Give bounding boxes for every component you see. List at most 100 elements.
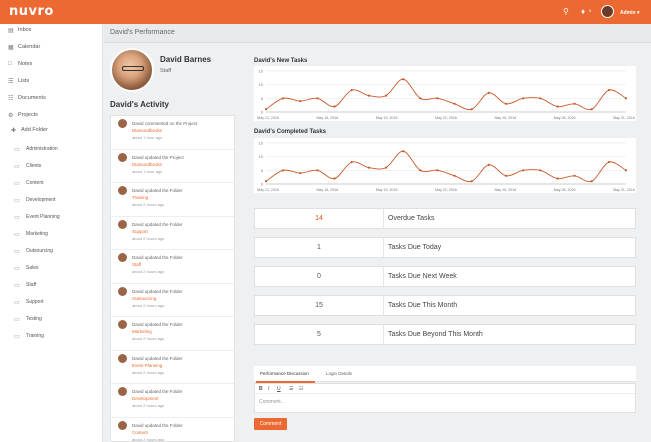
data-point[interactable] [470, 108, 473, 111]
stat-tile[interactable]: 1 Tasks Due Today [254, 237, 636, 258]
data-point[interactable] [299, 99, 302, 103]
sidebar-folder-sales[interactable]: ▭ Sales [14, 265, 39, 272]
list-button[interactable]: ☰ [289, 386, 294, 392]
data-point[interactable] [487, 163, 490, 166]
activity-link[interactable]: Support [132, 228, 148, 234]
data-point[interactable] [607, 161, 610, 164]
activity-link[interactable]: Diamondbooks [132, 128, 163, 133]
data-point[interactable] [350, 161, 353, 164]
sidebar-item-documents[interactable]: ☷ Documents [8, 95, 46, 102]
data-point[interactable] [436, 97, 439, 100]
data-point[interactable] [402, 78, 405, 81]
ordered-list-button[interactable]: ☷ [299, 386, 304, 392]
sidebar-folder-staff[interactable]: ▭ Staff [14, 282, 37, 289]
data-point[interactable] [607, 89, 610, 92]
data-point[interactable] [316, 97, 319, 100]
data-point[interactable] [282, 97, 285, 100]
sidebar-folder-administration[interactable]: ▭ Administration [14, 146, 58, 153]
data-point[interactable] [453, 174, 456, 177]
sidebar-item-lists[interactable]: ☰ Lists [8, 78, 30, 85]
activity-item: David updated the Folder Training about 2 … [111, 183, 234, 217]
sidebar-folder-training[interactable]: ▭ Training [14, 333, 44, 340]
underline-button[interactable]: U [277, 386, 281, 392]
top-bar: nuvro ⚲ ♦ 0 Admin ▾ [0, 0, 651, 24]
data-point[interactable] [522, 169, 525, 172]
data-point[interactable] [350, 89, 353, 92]
activity-link[interactable]: Outsourcing [132, 295, 157, 301]
stat-tile[interactable]: 0 Tasks Due Next Week [254, 266, 636, 287]
search-icon[interactable]: ⚲ [563, 7, 569, 16]
activity-link[interactable]: Marketing [132, 329, 152, 334]
data-point[interactable] [264, 108, 268, 111]
data-point[interactable] [556, 105, 559, 108]
app-logo[interactable]: nuvro [9, 4, 54, 19]
data-point[interactable] [590, 180, 593, 183]
activity-list[interactable]: David commented on the Project Diamondboo… [110, 115, 235, 442]
data-point[interactable] [367, 94, 370, 97]
add-folder-button[interactable]: ✚ Add Folder [11, 127, 48, 134]
data-point[interactable] [316, 169, 319, 172]
data-point[interactable] [367, 166, 370, 169]
data-point[interactable] [264, 180, 268, 183]
data-point[interactable] [333, 177, 336, 180]
bold-button[interactable]: B [259, 386, 263, 392]
data-point[interactable] [384, 166, 388, 169]
data-point[interactable] [470, 180, 473, 183]
sidebar-item-notes[interactable]: □ Notes [8, 61, 33, 67]
data-point[interactable] [419, 169, 422, 172]
data-point[interactable] [487, 91, 490, 94]
sidebar-folder-content[interactable]: ▭ Content [14, 180, 44, 187]
activity-link[interactable]: Development [132, 396, 159, 401]
data-point[interactable] [539, 169, 542, 172]
sidebar-folder-support[interactable]: ▭ Support [14, 299, 44, 306]
data-point[interactable] [282, 169, 285, 172]
activity-title: David's Activity [110, 100, 169, 109]
sidebar-folder-outsourcing[interactable]: ▭ Outsourcing [14, 248, 53, 255]
data-point[interactable] [573, 102, 576, 105]
sidebar-folder-clients[interactable]: ▭ Clients [14, 163, 42, 170]
sidebar-folder-marketing[interactable]: ▭ Marketing [14, 231, 48, 238]
sidebar-item-calendar[interactable]: ▦ Calendar [8, 44, 41, 51]
data-point[interactable] [590, 108, 593, 111]
data-point[interactable] [504, 174, 508, 177]
data-point[interactable] [299, 171, 302, 175]
data-point[interactable] [624, 97, 628, 100]
data-point[interactable] [333, 105, 336, 108]
chart-title-completed-tasks: David's Completed Tasks [254, 129, 327, 135]
folder-icon: ▭ [14, 248, 20, 255]
data-point[interactable] [539, 97, 542, 100]
data-point[interactable] [384, 94, 388, 97]
sidebar-item-inbox[interactable]: ▤ Inbox [8, 27, 32, 34]
stat-tile[interactable]: 5 Tasks Due Beyond This Month [254, 324, 636, 345]
activity-link[interactable]: Training [132, 195, 149, 200]
data-point[interactable] [436, 169, 439, 172]
tab-performance-discussion[interactable]: Performance Discussion [260, 371, 309, 376]
activity-link[interactable]: Content [132, 429, 148, 435]
data-point[interactable] [573, 174, 576, 177]
comment-input[interactable]: Comment... [259, 399, 285, 405]
activity-item: David updated the Folder Development about… [111, 384, 234, 418]
user-menu[interactable]: Admin ▾ [620, 10, 640, 16]
bell-icon[interactable]: ♦ [581, 7, 586, 16]
activity-link[interactable]: Staff [132, 262, 142, 267]
data-point[interactable] [402, 150, 405, 153]
sidebar-folder-testing[interactable]: ▭ Testing [14, 316, 42, 323]
sidebar-item-projects[interactable]: ⚙ Projects [8, 112, 38, 119]
activity-link[interactable]: Event Planning [132, 362, 163, 368]
activity-link[interactable]: Diamondbooks [132, 161, 163, 167]
data-point[interactable] [419, 97, 422, 100]
stat-tile[interactable]: 14 Overdue Tasks [254, 208, 636, 229]
tab-login-details[interactable]: Login Details [326, 371, 353, 376]
data-point[interactable] [624, 169, 628, 172]
comment-editor[interactable]: B I U ☰ ☷ Comment... [254, 383, 636, 413]
sidebar-folder-event-planning[interactable]: ▭ Event Planning [14, 214, 60, 221]
data-point[interactable] [504, 102, 508, 105]
sidebar-folder-development[interactable]: ▭ Development [14, 197, 56, 204]
user-avatar[interactable] [601, 5, 614, 18]
italic-button[interactable]: I [268, 386, 270, 392]
comment-button[interactable]: Comment [254, 418, 287, 430]
data-point[interactable] [522, 97, 525, 100]
data-point[interactable] [453, 102, 456, 105]
stat-tile[interactable]: 15 Tasks Due This Month [254, 295, 636, 316]
data-point[interactable] [556, 177, 559, 180]
